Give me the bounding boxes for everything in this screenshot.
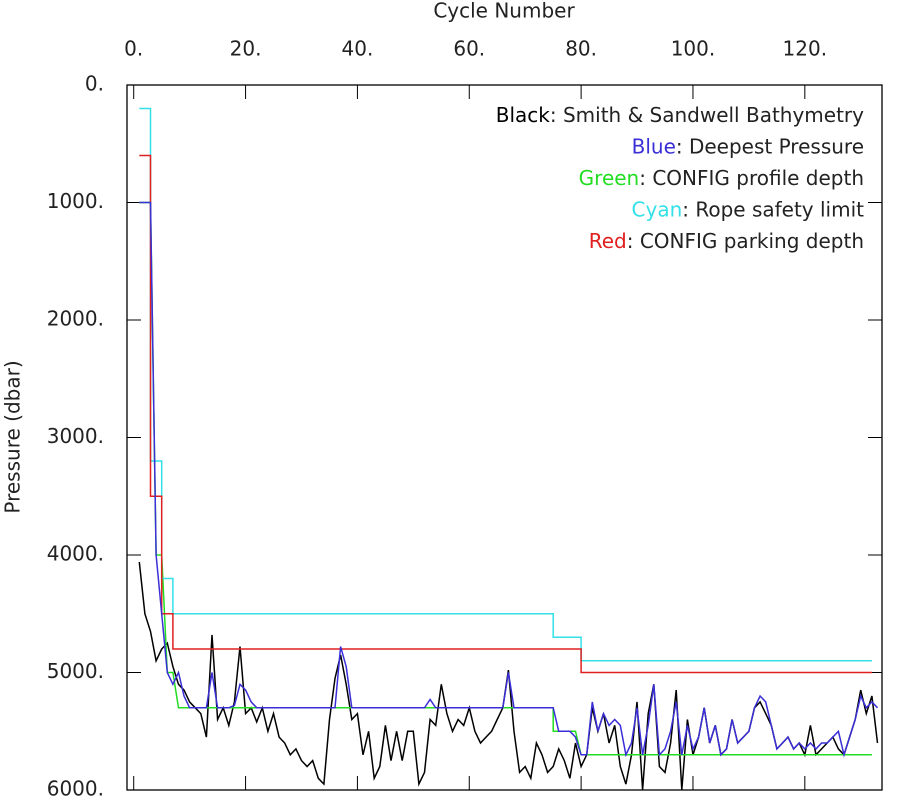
legend-entry: Green: CONFIG profile depth: [579, 166, 864, 190]
y-tick-label: 6000.: [47, 777, 104, 800]
y-tick-label: 0.: [85, 72, 104, 96]
legend-entry: Cyan: Rope safety limit: [632, 197, 865, 221]
x-axis-label: Cycle Number: [433, 0, 575, 23]
x-tick-label: 0.: [124, 37, 143, 61]
data-line: [139, 107, 872, 662]
y-tick-label: 1000.: [47, 189, 104, 213]
y-tick-label: 5000.: [47, 659, 104, 683]
legend-entry: Black: Smith & Sandwell Bathymetry: [496, 103, 864, 127]
x-tick-label: 80.: [565, 37, 597, 61]
y-tick-label: 2000.: [47, 307, 104, 331]
y-tick-label: 4000.: [47, 542, 104, 566]
data-line: [139, 154, 872, 674]
x-tick-label: 60.: [453, 37, 485, 61]
y-tick-label: 3000.: [47, 424, 104, 448]
legend-entry: Blue: Deepest Pressure: [632, 134, 864, 158]
y-axis-label: Pressure (dbar): [1, 360, 25, 513]
x-tick-label: 100.: [671, 37, 716, 61]
legend-entry: Red: CONFIG parking depth: [589, 229, 864, 253]
data-line: [139, 201, 879, 758]
x-tick-label: 20.: [230, 37, 262, 61]
x-tick-label: 40.: [342, 37, 374, 61]
x-tick-label: 120.: [783, 37, 828, 61]
